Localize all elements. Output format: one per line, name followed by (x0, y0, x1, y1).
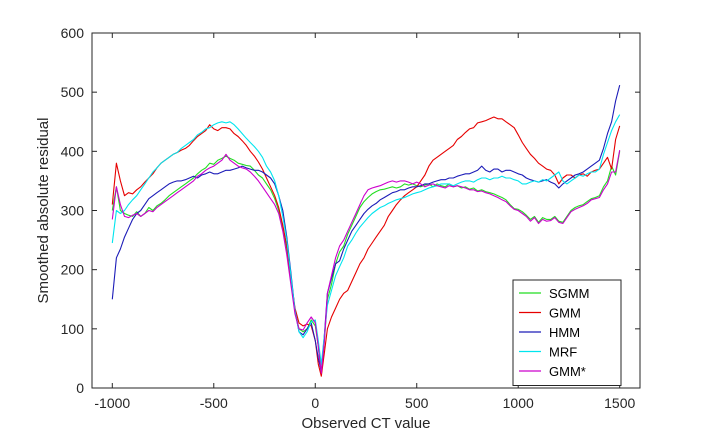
series-line-sgmm (111, 151, 621, 376)
ticks-layer: -1000 -500 0 500 1000 1500 0 100 200 300 400 500 600 (61, 25, 640, 411)
legend-label: MRF (549, 345, 577, 360)
y-tick-label: 100 (61, 321, 85, 337)
legend-label: HMM (549, 325, 580, 340)
series-layer (111, 84, 621, 377)
x-tick-label: 0 (311, 395, 319, 411)
y-tick-label: 400 (61, 143, 85, 159)
x-tick-label: 1000 (503, 395, 534, 411)
series-line-mrf (111, 114, 621, 365)
x-tick-label: -500 (200, 395, 228, 411)
series-line-gmm (111, 116, 621, 377)
x-tick-label: -1000 (94, 395, 130, 411)
legend: SGMM GMM HMM MRF GMM* (512, 279, 622, 386)
y-tick-label: 500 (61, 84, 85, 100)
y-tick-label: 200 (61, 262, 85, 278)
series-line-gmm (111, 149, 621, 374)
legend-label: SGMM (549, 286, 589, 301)
legend-label: GMM* (549, 364, 586, 379)
legend-label: GMM (549, 306, 581, 321)
x-tick-label: 1500 (604, 395, 635, 411)
legend-box (512, 279, 622, 386)
x-tick-label: 500 (405, 395, 429, 411)
y-tick-label: 300 (61, 203, 85, 219)
y-tick-label: 600 (61, 25, 85, 41)
y-axis-label: Smoothed absolute residual (35, 118, 52, 304)
y-tick-label: 0 (76, 380, 84, 396)
x-axis-label: Observed CT value (302, 415, 431, 432)
